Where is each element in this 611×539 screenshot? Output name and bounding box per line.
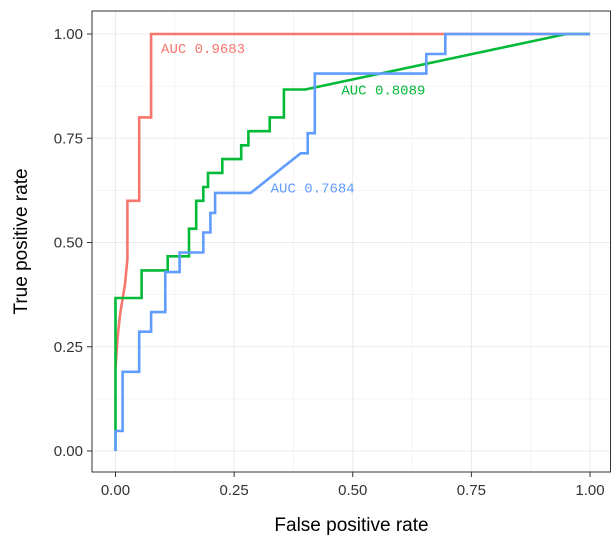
roc-curve-3 xyxy=(114,32,590,451)
x-tick-label: 0.00 xyxy=(101,482,130,499)
y-tick-label: 0.50 xyxy=(54,235,83,252)
x-tick-label: 0.50 xyxy=(338,482,367,499)
auc-label-1: AUC 0.9683 xyxy=(161,42,245,58)
y-tick-label: 1.00 xyxy=(54,26,83,43)
auc-label-3: AUC 0.7684 xyxy=(271,181,355,197)
x-tick-label: 0.25 xyxy=(220,482,249,499)
grid-minor xyxy=(92,11,611,472)
auc-label-2: AUC 0.8089 xyxy=(341,83,425,99)
roc-curve-2 xyxy=(114,32,590,451)
axis-ticks xyxy=(87,33,591,477)
auc-annotations: AUC 0.9683 AUC 0.8089 AUC 0.7684 xyxy=(161,42,425,198)
y-tick-labels: 0.00 0.25 0.50 0.75 1.00 xyxy=(54,26,83,460)
x-tick-labels: 0.00 0.25 0.50 0.75 1.00 xyxy=(101,482,605,499)
x-axis-title: False positive rate xyxy=(274,515,428,536)
y-tick-label: 0.75 xyxy=(54,130,83,147)
x-tick-label: 1.00 xyxy=(575,482,604,499)
roc-curves xyxy=(114,32,590,451)
x-tick-label: 0.75 xyxy=(457,482,486,499)
y-tick-label: 0.25 xyxy=(54,339,83,356)
y-axis-title: True positive rate xyxy=(11,168,32,314)
roc-curve-1 xyxy=(114,32,590,368)
y-tick-label: 0.00 xyxy=(54,443,83,460)
